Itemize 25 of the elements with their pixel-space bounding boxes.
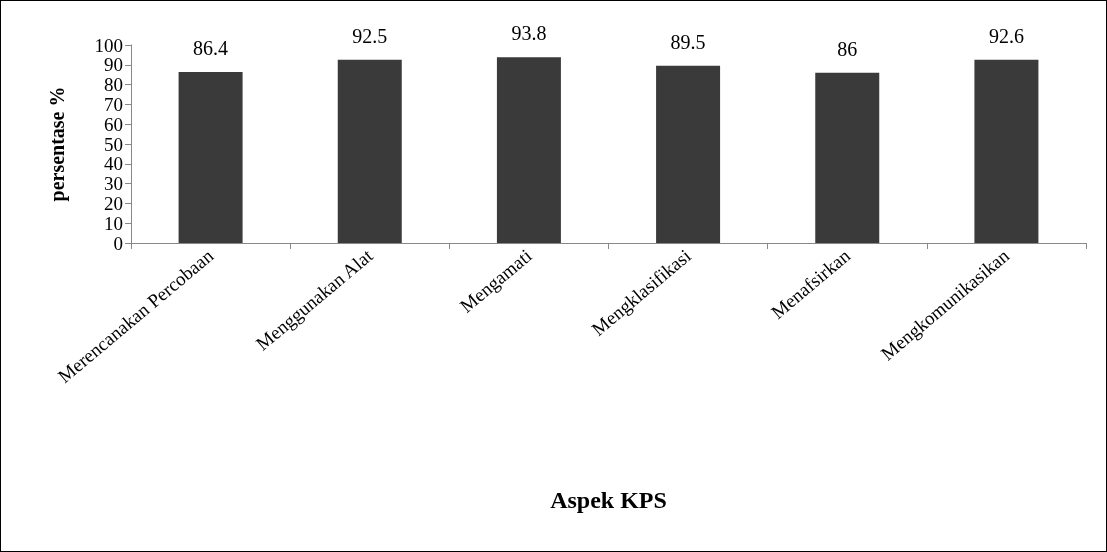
data-label: 86	[837, 37, 858, 60]
bar	[656, 65, 721, 243]
data-label: 86.4	[193, 36, 229, 59]
x-axis-title: Aspek KPS	[550, 487, 667, 513]
data-label: 89.5	[670, 30, 706, 53]
bar	[974, 59, 1039, 243]
y-tick-label: 40	[104, 153, 123, 175]
data-label: 92.6	[988, 24, 1024, 47]
y-tick-label: 10	[104, 212, 123, 234]
y-tick-label: 70	[104, 93, 123, 115]
bar	[815, 72, 880, 243]
y-tick-label: 20	[104, 192, 123, 214]
bar	[496, 57, 561, 243]
y-tick-label: 60	[104, 113, 123, 135]
y-tick-label: 100	[94, 34, 123, 56]
y-tick-label: 0	[113, 232, 123, 254]
y-tick-label: 50	[104, 133, 123, 155]
bar	[178, 71, 243, 243]
y-axis-title: persentase %	[46, 86, 69, 202]
y-tick-label: 90	[104, 54, 123, 76]
bar	[337, 59, 402, 243]
data-label: 93.8	[511, 22, 547, 45]
y-tick-label: 30	[104, 173, 123, 195]
data-label: 92.5	[352, 24, 388, 47]
y-tick-label: 80	[104, 74, 123, 96]
